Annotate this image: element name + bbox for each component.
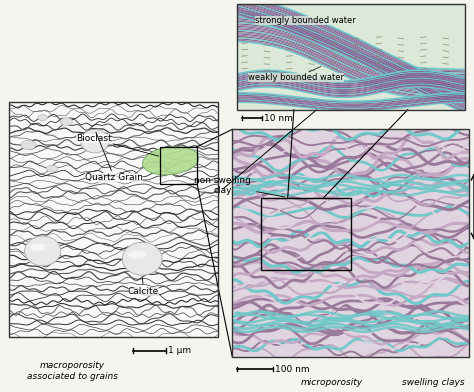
Ellipse shape	[21, 140, 36, 150]
Bar	[232, 129, 469, 357]
Text: 100 nm: 100 nm	[275, 365, 310, 374]
Text: Quartz Grain: Quartz Grain	[85, 132, 143, 182]
Bar	[232, 129, 469, 357]
Bar	[237, 4, 465, 110]
Ellipse shape	[85, 135, 98, 141]
Text: associated to grains: associated to grains	[27, 372, 118, 381]
Ellipse shape	[38, 114, 47, 121]
Text: 10 nm: 10 nm	[264, 114, 293, 123]
Bar	[160, 147, 197, 184]
Text: strongly bounded water: strongly bounded water	[255, 16, 356, 25]
Bar	[237, 4, 465, 110]
Text: 1 μm: 1 μm	[168, 347, 191, 355]
Text: Bioclast: Bioclast	[76, 134, 158, 156]
Ellipse shape	[81, 129, 109, 153]
Ellipse shape	[46, 165, 58, 172]
Ellipse shape	[143, 147, 199, 175]
Text: weakly bounded water: weakly bounded water	[248, 67, 345, 82]
Bar	[232, 129, 469, 357]
Text: Calcite: Calcite	[128, 278, 159, 296]
Bar	[9, 102, 218, 337]
Bar	[237, 4, 465, 110]
Ellipse shape	[30, 243, 46, 251]
Ellipse shape	[25, 236, 61, 266]
Bar	[237, 4, 465, 110]
Bar	[9, 102, 218, 337]
Bar	[9, 102, 218, 337]
Text: swelling clays: swelling clays	[402, 378, 465, 387]
Ellipse shape	[60, 118, 73, 125]
Text: macroporosity: macroporosity	[39, 361, 105, 370]
Text: microporosity: microporosity	[301, 378, 363, 387]
Bar	[261, 198, 351, 270]
Ellipse shape	[122, 242, 162, 275]
Text: non swelling
clay: non swelling clay	[194, 176, 285, 197]
Ellipse shape	[128, 250, 146, 259]
